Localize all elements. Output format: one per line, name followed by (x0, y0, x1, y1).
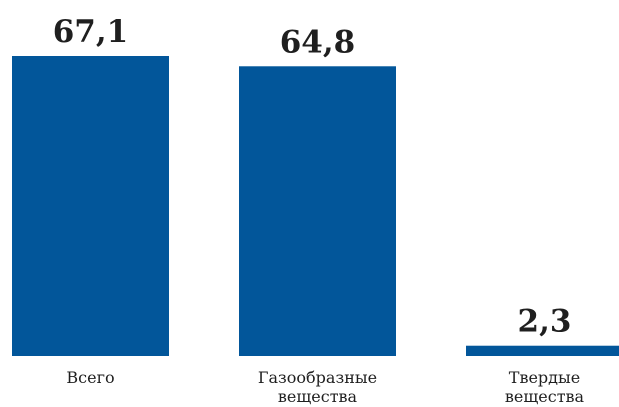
bars-group (12, 56, 619, 357)
bar-2 (466, 345, 619, 356)
category-label-2-line-0: Твердые (509, 368, 580, 387)
category-label-2-line-1: вещества (505, 387, 585, 406)
bar-0 (12, 56, 169, 356)
bar-1 (239, 66, 396, 357)
category-label-1-line-1: вещества (278, 387, 358, 406)
value-label-0: 67,1 (53, 14, 129, 50)
category-label-0-line-0: Всего (66, 368, 114, 387)
value-label-2: 2,3 (518, 304, 572, 340)
category-label-1-line-0: Газообразные (258, 368, 377, 387)
value-labels-group: 67,1 64,8 2,3 (53, 14, 572, 340)
value-label-1: 64,8 (280, 24, 356, 60)
